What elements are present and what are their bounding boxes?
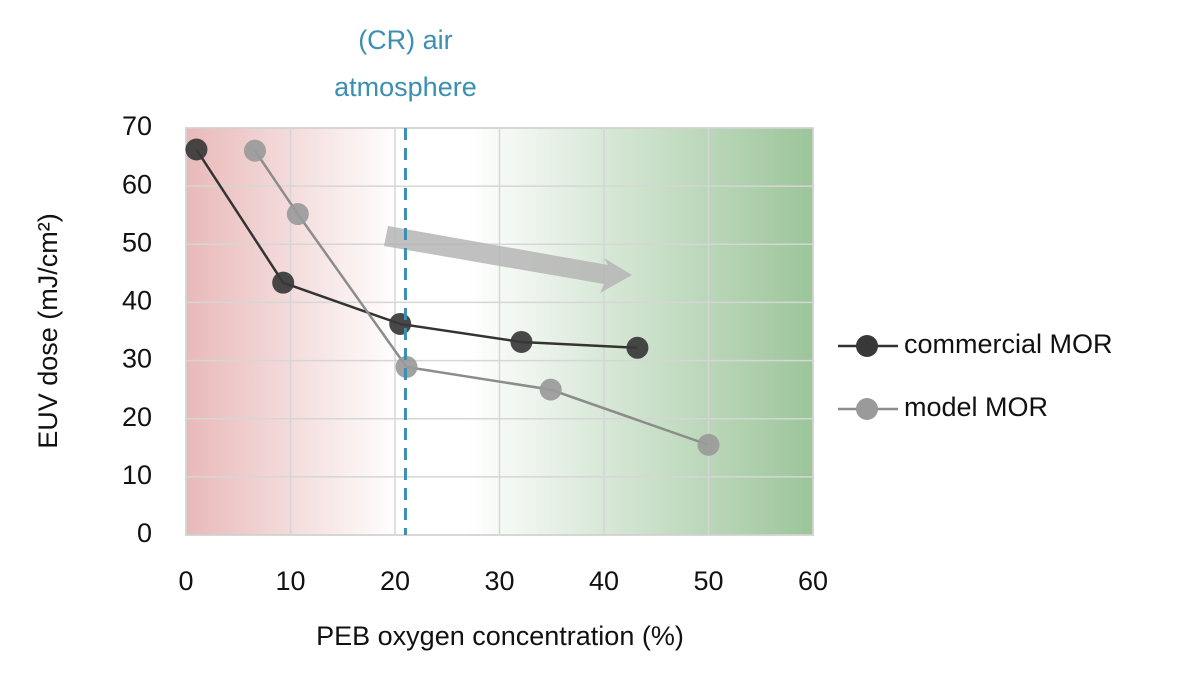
reference-label: atmosphere [334, 72, 477, 102]
data-point [272, 271, 295, 294]
x-tick-label: 10 [275, 566, 305, 596]
data-point [626, 336, 649, 359]
x-axis-label: PEB oxygen concentration (%) [316, 621, 684, 651]
x-tick-label: 60 [798, 566, 828, 596]
legend-label: commercial MOR [904, 329, 1113, 359]
data-point [539, 378, 562, 401]
plot [185, 138, 720, 456]
data-point [185, 138, 208, 161]
y-tick-label: 40 [122, 286, 152, 316]
y-axis-label: EUV dose (mJ/cm²) [33, 213, 63, 449]
data-point [243, 139, 266, 162]
data-point [389, 312, 412, 335]
data-point [286, 203, 309, 226]
y-tick-label: 60 [122, 169, 152, 199]
data-point [510, 330, 533, 353]
y-tick-label: 50 [122, 227, 152, 257]
x-tick-label: 20 [380, 566, 410, 596]
x-tick-label: 0 [178, 566, 193, 596]
legend-marker [856, 398, 878, 420]
trend-arrow [384, 226, 632, 293]
x-tick-label: 40 [589, 566, 619, 596]
x-tick-label: 30 [484, 566, 514, 596]
data-point [395, 355, 418, 378]
y-tick-label: 70 [122, 111, 152, 141]
y-tick-label: 10 [122, 460, 152, 490]
legend-marker [856, 335, 878, 357]
reference-label: (CR) air [358, 25, 453, 55]
legend-label: model MOR [904, 392, 1048, 422]
x-tick-label: 50 [693, 566, 723, 596]
y-tick-label: 30 [122, 344, 152, 374]
data-point [697, 433, 720, 456]
grid [185, 127, 814, 536]
y-tick-label: 20 [122, 402, 152, 432]
y-tick-label: 0 [137, 518, 152, 548]
